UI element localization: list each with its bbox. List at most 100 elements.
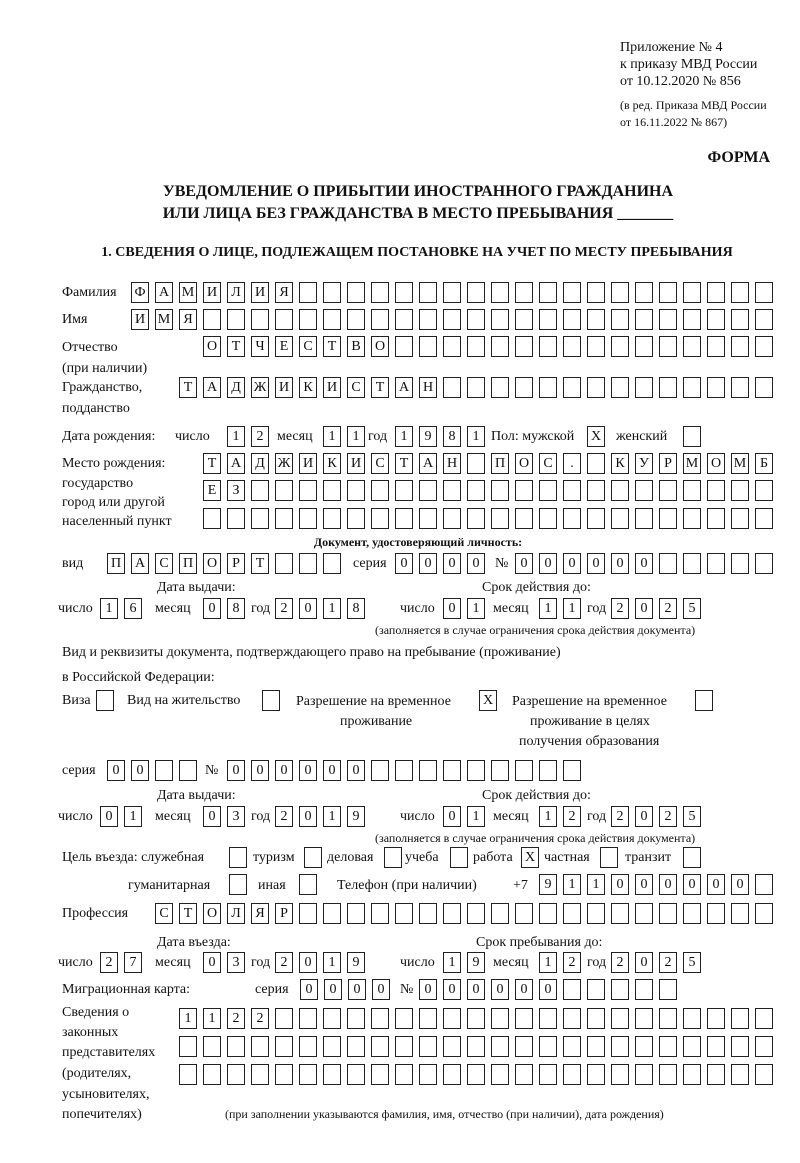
patronymic-cell[interactable] xyxy=(467,336,485,357)
birthplace-1-cell[interactable]: С xyxy=(371,453,389,474)
reps-1-cell[interactable] xyxy=(491,1008,509,1029)
birthplace-1-cell[interactable]: А xyxy=(419,453,437,474)
surname-cell[interactable] xyxy=(395,282,413,303)
patronymic-cell[interactable]: Ч xyxy=(251,336,269,357)
birthplace-3-cell[interactable] xyxy=(203,508,221,529)
doc-type-cell[interactable]: Р xyxy=(227,553,245,574)
surname-cell[interactable] xyxy=(347,282,365,303)
profession-cell[interactable] xyxy=(299,903,317,924)
purpose-humanitarian-checkbox[interactable] xyxy=(229,874,247,895)
stay-number-cell[interactable]: 0 xyxy=(299,760,317,781)
entry-day-cell[interactable]: 7 xyxy=(124,952,142,973)
birthplace-2-cell[interactable] xyxy=(587,480,605,501)
entry-year-cell[interactable]: 2 xyxy=(275,952,293,973)
dob-year-cell[interactable]: 1 xyxy=(395,426,413,447)
birthplace-1-cell[interactable] xyxy=(587,453,605,474)
profession-cell[interactable] xyxy=(563,903,581,924)
citizenship-cell[interactable]: Т xyxy=(179,377,197,398)
birthplace-2-cell[interactable] xyxy=(563,480,581,501)
reps-2-cell[interactable] xyxy=(683,1036,701,1057)
surname-cell[interactable] xyxy=(299,282,317,303)
name-cell[interactable] xyxy=(443,309,461,330)
mig-series-cell[interactable]: 0 xyxy=(300,979,318,1000)
birthplace-2-cell[interactable]: Е xyxy=(203,480,221,501)
doc-number-cell[interactable] xyxy=(707,553,725,574)
surname-cell[interactable] xyxy=(539,282,557,303)
citizenship-cell[interactable] xyxy=(587,377,605,398)
reps-1-cell[interactable]: 2 xyxy=(227,1008,245,1029)
patronymic-cell[interactable] xyxy=(515,336,533,357)
birthplace-2-cell[interactable] xyxy=(371,480,389,501)
stay-until-year-cell[interactable]: 5 xyxy=(683,952,701,973)
reps-1-cell[interactable] xyxy=(347,1008,365,1029)
entry-year-cell[interactable]: 1 xyxy=(323,952,341,973)
reps-2-cell[interactable] xyxy=(755,1036,773,1057)
stay-valid-day-cell[interactable]: 0 xyxy=(443,806,461,827)
doc-number-cell[interactable]: 0 xyxy=(587,553,605,574)
patronymic-cell[interactable]: Е xyxy=(275,336,293,357)
citizenship-cell[interactable] xyxy=(611,377,629,398)
stay-number-cell[interactable] xyxy=(395,760,413,781)
reps-1-cell[interactable] xyxy=(299,1008,317,1029)
birthplace-2-cell[interactable] xyxy=(491,480,509,501)
doc-series-cell[interactable]: 0 xyxy=(395,553,413,574)
birthplace-1-cell[interactable]: Д xyxy=(251,453,269,474)
birthplace-1-cell[interactable]: И xyxy=(299,453,317,474)
mig-number-cell[interactable]: 0 xyxy=(491,979,509,1000)
name-cell[interactable] xyxy=(419,309,437,330)
doc-number-cell[interactable]: 0 xyxy=(635,553,653,574)
surname-cell[interactable] xyxy=(563,282,581,303)
citizenship-cell[interactable] xyxy=(683,377,701,398)
birthplace-3-cell[interactable] xyxy=(635,508,653,529)
citizenship-cell[interactable]: И xyxy=(323,377,341,398)
patronymic-cell[interactable]: С xyxy=(299,336,317,357)
doc-number-cell[interactable]: 0 xyxy=(611,553,629,574)
birthplace-1-cell[interactable]: У xyxy=(635,453,653,474)
profession-cell[interactable] xyxy=(683,903,701,924)
reps-2-cell[interactable] xyxy=(371,1036,389,1057)
entry-month-cell[interactable]: 3 xyxy=(227,952,245,973)
sex-female-checkbox[interactable] xyxy=(683,426,701,447)
name-cell[interactable] xyxy=(659,309,677,330)
birthplace-1-cell[interactable]: Н xyxy=(443,453,461,474)
reps-1-cell[interactable] xyxy=(371,1008,389,1029)
dob-month-cell[interactable]: 1 xyxy=(347,426,365,447)
stay-number-cell[interactable]: 0 xyxy=(251,760,269,781)
surname-cell[interactable] xyxy=(491,282,509,303)
phone-cell[interactable]: 0 xyxy=(611,874,629,895)
citizenship-cell[interactable]: Н xyxy=(419,377,437,398)
birthplace-2-cell[interactable] xyxy=(611,480,629,501)
stay-number-cell[interactable] xyxy=(563,760,581,781)
reps-1-cell[interactable] xyxy=(611,1008,629,1029)
reps-2-cell[interactable] xyxy=(611,1036,629,1057)
doc-type-cell[interactable] xyxy=(299,553,317,574)
citizenship-cell[interactable]: Д xyxy=(227,377,245,398)
reps-1-cell[interactable] xyxy=(419,1008,437,1029)
stay-number-cell[interactable] xyxy=(467,760,485,781)
citizenship-cell[interactable] xyxy=(515,377,533,398)
stay-number-cell[interactable] xyxy=(419,760,437,781)
reps-3-cell[interactable] xyxy=(755,1064,773,1085)
birthplace-3-cell[interactable] xyxy=(467,508,485,529)
surname-cell[interactable] xyxy=(731,282,749,303)
stay-number-cell[interactable] xyxy=(539,760,557,781)
reps-3-cell[interactable] xyxy=(251,1064,269,1085)
name-cell[interactable] xyxy=(707,309,725,330)
stay-issue-year-cell[interactable]: 2 xyxy=(275,806,293,827)
doc-number-cell[interactable] xyxy=(659,553,677,574)
stay-series-cell[interactable]: 0 xyxy=(107,760,125,781)
profession-cell[interactable] xyxy=(707,903,725,924)
citizenship-cell[interactable] xyxy=(443,377,461,398)
birthplace-2-cell[interactable] xyxy=(275,480,293,501)
stay-valid-year-cell[interactable]: 2 xyxy=(659,806,677,827)
birthplace-1-cell[interactable]: И xyxy=(347,453,365,474)
reps-1-cell[interactable] xyxy=(587,1008,605,1029)
stay-until-year-cell[interactable]: 0 xyxy=(635,952,653,973)
patronymic-cell[interactable] xyxy=(707,336,725,357)
reps-3-cell[interactable] xyxy=(539,1064,557,1085)
doc-valid-month-cell[interactable]: 1 xyxy=(563,598,581,619)
purpose-private-checkbox[interactable] xyxy=(600,847,618,868)
reps-3-cell[interactable] xyxy=(419,1064,437,1085)
birthplace-3-cell[interactable] xyxy=(347,508,365,529)
stay-until-year-cell[interactable]: 2 xyxy=(611,952,629,973)
